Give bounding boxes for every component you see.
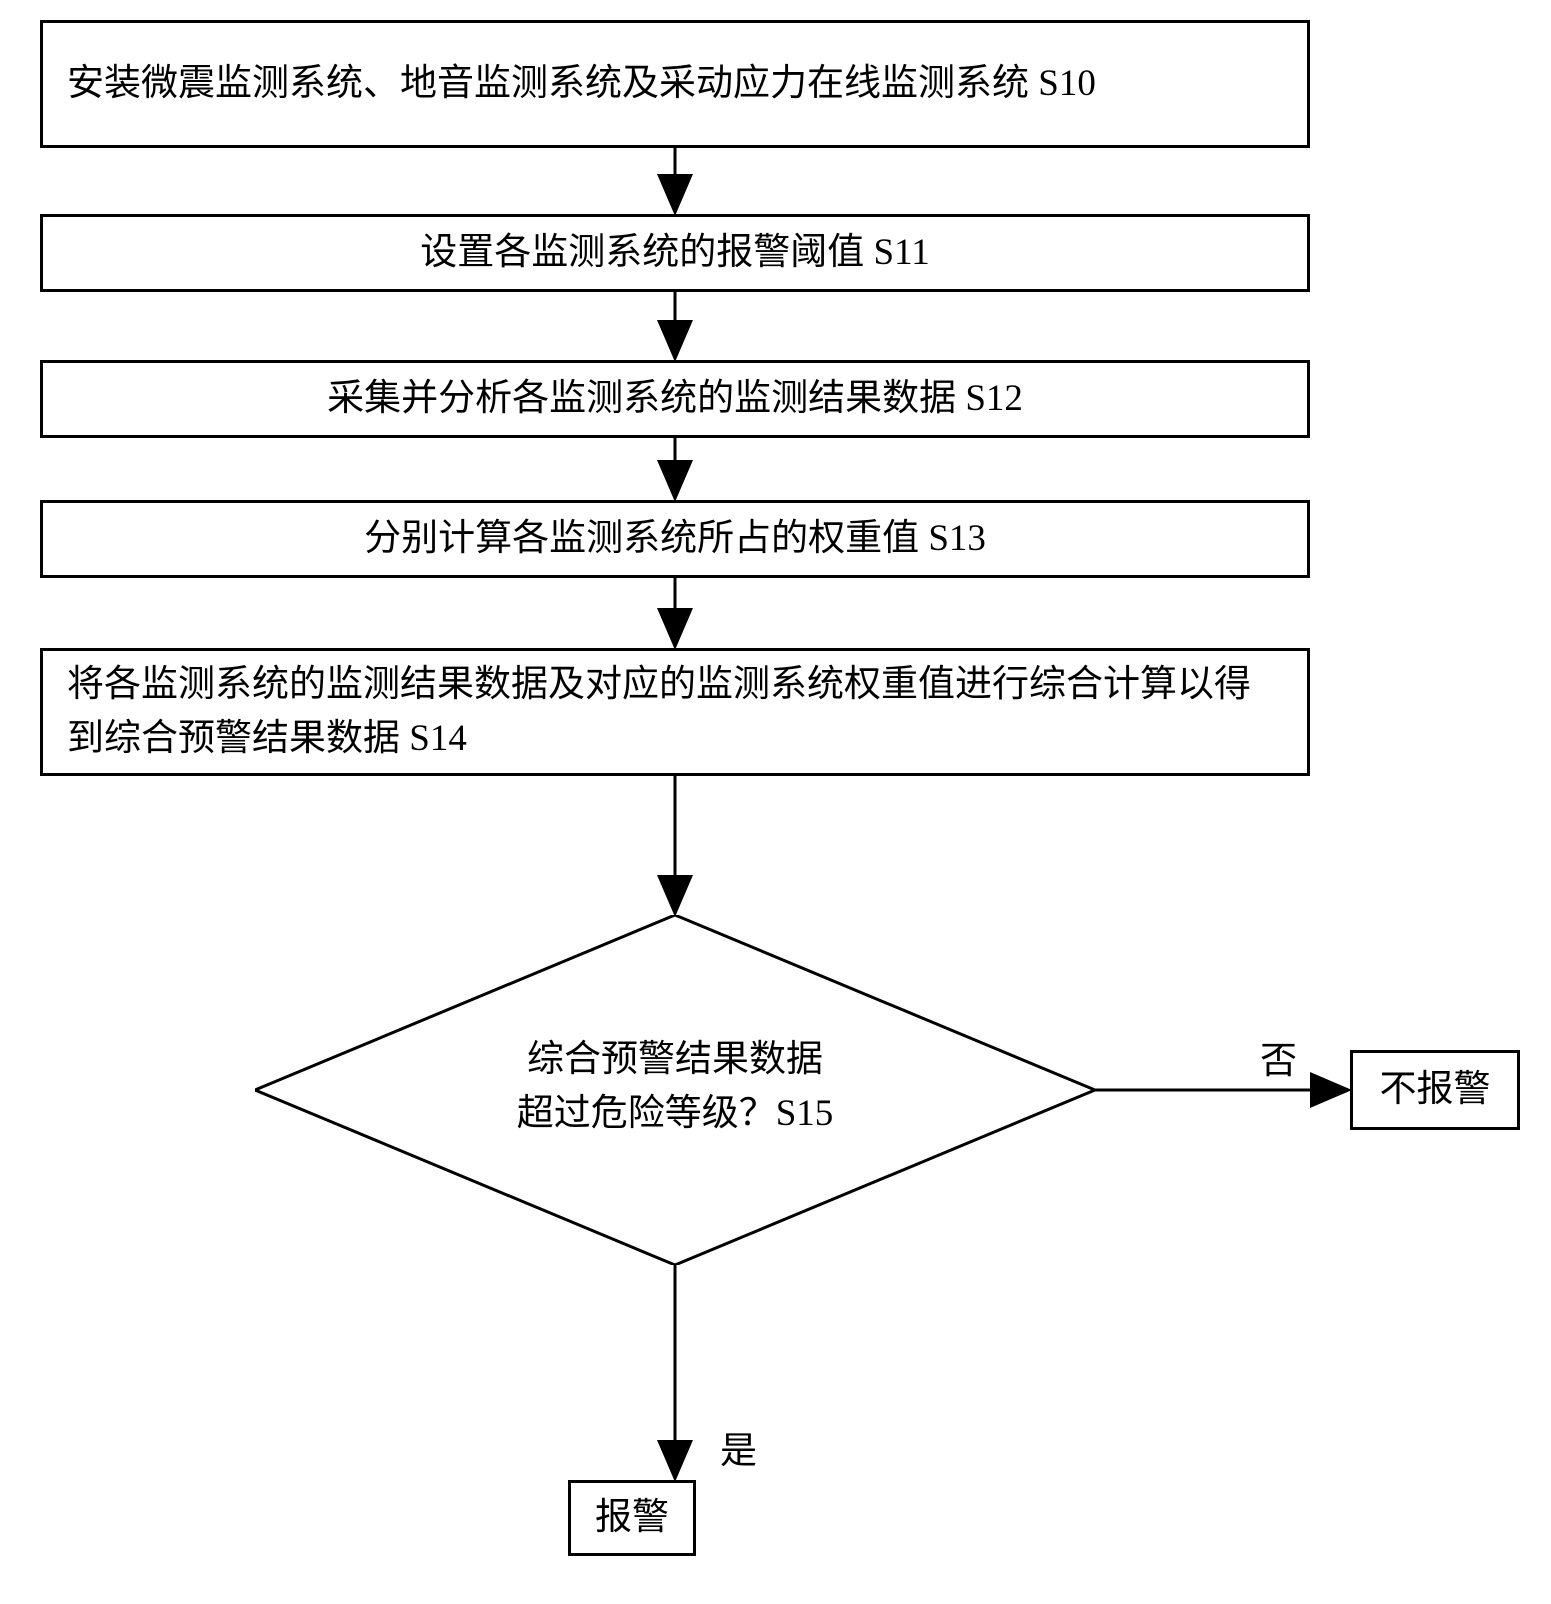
flow-step-text: 分别计算各监测系统所占的权重值 S13 xyxy=(364,512,986,566)
flow-step-text: 采集并分析各监测系统的监测结果数据 S12 xyxy=(327,372,1023,426)
flow-step-text: 安装微震监测系统、地音监测系统及采动应力在线监测系统 S10 xyxy=(67,57,1096,111)
flow-decision-s15: 综合预警结果数据 超过危险等级？S15 xyxy=(255,915,1095,1265)
flow-terminal-text: 不报警 xyxy=(1380,1063,1491,1117)
flow-terminal-text: 报警 xyxy=(595,1491,669,1545)
flow-step-s14: 将各监测系统的监测结果数据及对应的监测系统权重值进行综合计算以得到综合预警结果数… xyxy=(40,648,1310,776)
flow-step-s11: 设置各监测系统的报警阈值 S11 xyxy=(40,214,1310,292)
edge-label-yes: 是 xyxy=(720,1420,757,1474)
flow-step-s12: 采集并分析各监测系统的监测结果数据 S12 xyxy=(40,360,1310,438)
edge-label-no: 否 xyxy=(1260,1030,1297,1084)
flow-step-s10: 安装微震监测系统、地音监测系统及采动应力在线监测系统 S10 xyxy=(40,20,1310,148)
flow-terminal-alarm: 报警 xyxy=(568,1480,696,1556)
flow-terminal-no-alarm: 不报警 xyxy=(1350,1050,1520,1130)
flow-step-text: 设置各监测系统的报警阈值 S11 xyxy=(420,226,929,280)
flow-step-s13: 分别计算各监测系统所占的权重值 S13 xyxy=(40,500,1310,578)
flow-step-text: 将各监测系统的监测结果数据及对应的监测系统权重值进行综合计算以得到综合预警结果数… xyxy=(67,658,1283,765)
diamond-shape xyxy=(255,915,1095,1265)
